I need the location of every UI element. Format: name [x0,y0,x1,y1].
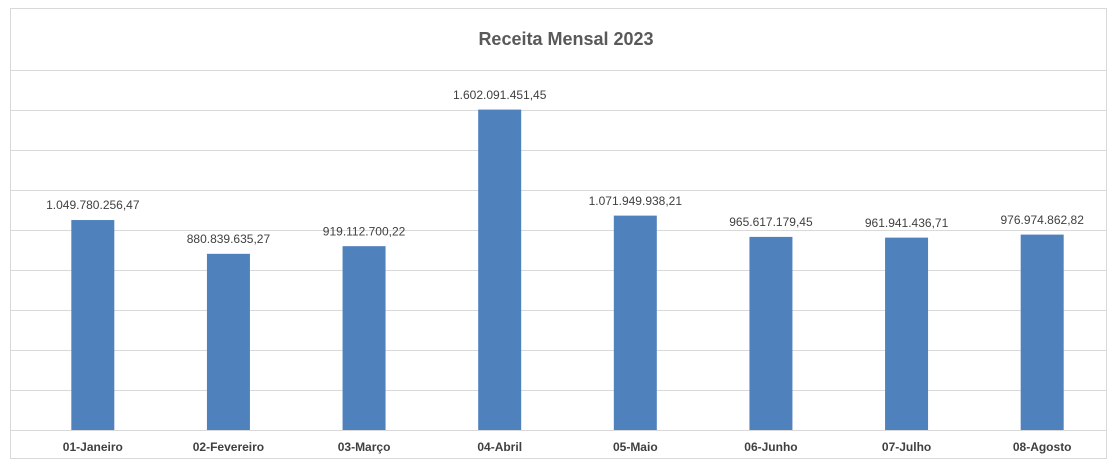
data-label: 1.071.949.938,21 [589,194,683,208]
x-tick-label: 07-Julho [882,440,931,454]
data-label: 965.617.179,45 [729,215,813,229]
data-label: 919.112.700,22 [323,224,406,238]
data-label: 1.049.780.256,47 [46,198,140,212]
bar [206,253,250,430]
data-label: 880.839.635,27 [187,232,271,246]
x-tick-label: 03-Março [338,440,391,454]
bar [749,236,793,430]
data-label: 961.941.436,71 [865,216,949,230]
data-label: 1.602.091.451,45 [453,88,547,102]
bar [1020,234,1064,430]
data-label: 976.974.862,82 [1000,213,1084,227]
bar [885,237,929,430]
chart-title: Receita Mensal 2023 [478,29,653,49]
x-tick-label: 05-Maio [613,440,658,454]
x-tick-label: 01-Janeiro [63,440,123,454]
bar [342,246,386,430]
x-tick-label: 02-Fevereiro [193,440,264,454]
x-tick-label: 06-Junho [744,440,797,454]
x-tick-label: 08-Agosto [1013,440,1072,454]
x-tick-label: 04-Abril [477,440,522,454]
bar [613,215,657,430]
bar [478,109,522,430]
bar [71,220,115,430]
